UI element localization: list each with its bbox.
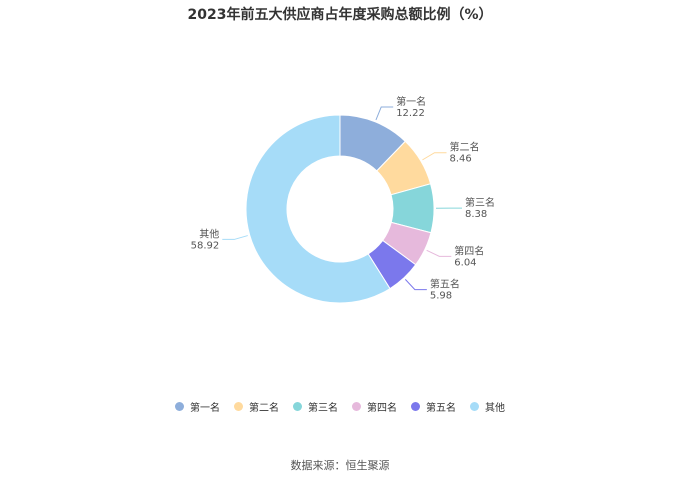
slice-label-name-6: 其他 bbox=[199, 227, 219, 240]
slice-label-value-3: 8.38 bbox=[465, 209, 487, 220]
legend-marker-icon bbox=[352, 402, 361, 411]
legend: 第一名 第二名 第三名 第四名 第五名 其他 bbox=[0, 399, 680, 414]
leader-line-4 bbox=[426, 249, 452, 257]
legend-marker-icon bbox=[470, 402, 479, 411]
data-source: 数据来源：恒生聚源 bbox=[290, 459, 390, 472]
leader-line-6 bbox=[222, 235, 248, 240]
slice-label-value-6: 58.92 bbox=[191, 240, 220, 251]
legend-marker-icon bbox=[293, 402, 302, 411]
leader-line-5 bbox=[404, 279, 427, 291]
slice-label-value-5: 5.98 bbox=[430, 291, 452, 302]
leader-line-1 bbox=[375, 106, 394, 121]
legend-label: 第二名 bbox=[249, 403, 279, 414]
slice-label-value-1: 12.22 bbox=[396, 108, 425, 119]
slice-label-name-5: 第五名 bbox=[430, 278, 460, 291]
slice-label-name-1: 第一名 bbox=[396, 95, 426, 108]
legend-label: 其他 bbox=[485, 403, 505, 414]
legend-label: 第三名 bbox=[308, 403, 338, 414]
slice-label-value-4: 6.04 bbox=[454, 257, 476, 268]
chart-title: 2023年前五大供应商占年度采购总额比例（%） bbox=[187, 7, 493, 23]
slice-label-name-2: 第二名 bbox=[450, 141, 480, 154]
legend-item-6[interactable]: 其他 bbox=[470, 399, 505, 414]
slice-label-name-4: 第四名 bbox=[454, 244, 484, 257]
donut-slice-6 bbox=[245, 114, 391, 304]
legend-label: 第五名 bbox=[426, 403, 456, 414]
legend-marker-icon bbox=[411, 402, 420, 411]
legend-item-1[interactable]: 第一名 bbox=[175, 399, 220, 414]
legend-label: 第一名 bbox=[190, 403, 220, 414]
legend-item-3[interactable]: 第三名 bbox=[293, 399, 338, 414]
legend-marker-icon bbox=[175, 402, 184, 411]
legend-label: 第四名 bbox=[367, 403, 397, 414]
legend-marker-icon bbox=[234, 402, 243, 411]
slice-label-name-3: 第三名 bbox=[465, 196, 495, 209]
leader-line-2 bbox=[422, 152, 447, 161]
legend-item-4[interactable]: 第四名 bbox=[352, 399, 397, 414]
slice-label-value-2: 8.46 bbox=[450, 154, 472, 165]
legend-item-5[interactable]: 第五名 bbox=[411, 399, 456, 414]
legend-item-2[interactable]: 第二名 bbox=[234, 399, 279, 414]
